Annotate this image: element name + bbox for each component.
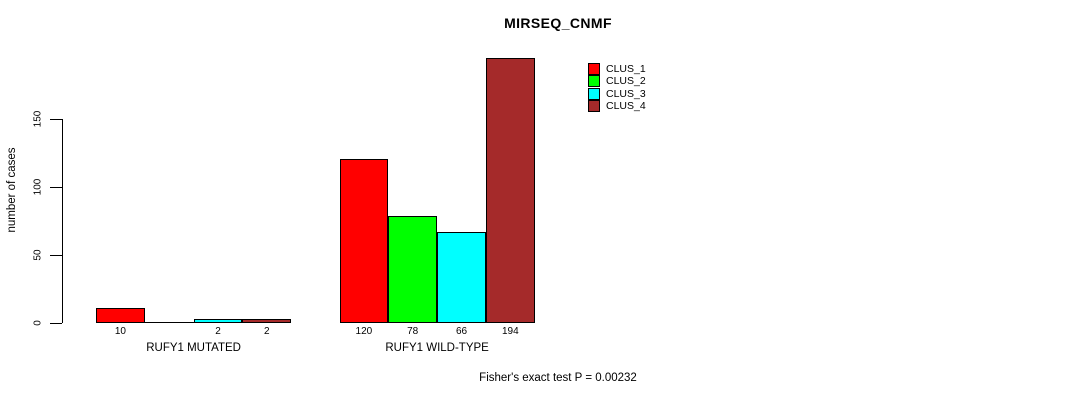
y-tick-mark xyxy=(50,118,62,120)
chart-title: MIRSEQ_CNMF xyxy=(504,15,612,31)
legend-row-clus_2: CLUS_2 xyxy=(588,75,646,88)
legend-swatch-icon xyxy=(588,75,600,88)
bar-value-label: 78 xyxy=(407,325,419,337)
legend-row-clus_3: CLUS_3 xyxy=(588,87,646,100)
bar-clus-1-rufy1-wild-type xyxy=(339,158,389,323)
legend-label: CLUS_4 xyxy=(606,100,646,113)
legend-label: CLUS_3 xyxy=(606,87,646,100)
legend-swatch-icon xyxy=(588,87,600,100)
bar-clus-1-rufy1-mutated xyxy=(96,307,145,323)
bar-value-label: 10 xyxy=(114,325,126,337)
y-axis-line xyxy=(62,118,63,323)
bar-clus-4-rufy1-mutated xyxy=(242,318,292,323)
y-tick-mark xyxy=(50,322,62,324)
bar-clus-4-rufy1-wild-type xyxy=(485,57,535,323)
bar-clus-2-rufy1-mutated xyxy=(144,321,194,323)
bar-clus-3-rufy1-wild-type xyxy=(437,231,486,323)
bar-value-label: 66 xyxy=(455,325,468,337)
y-tick-label: 50 xyxy=(32,248,44,261)
bar-value-label: 2 xyxy=(215,325,221,337)
y-tick-mark xyxy=(50,254,62,256)
legend-label: CLUS_2 xyxy=(606,75,646,88)
legend-swatch-icon xyxy=(588,63,600,76)
bar-clus-2-rufy1-wild-type xyxy=(388,215,438,323)
group-label-rufy1-wild-type: RUFY1 WILD-TYPE xyxy=(385,342,489,354)
legend-row-clus_1: CLUS_1 xyxy=(588,63,646,76)
y-tick-label: 100 xyxy=(32,178,44,195)
bar-value-label: 120 xyxy=(355,325,373,337)
bar-value-label: 194 xyxy=(501,325,519,337)
legend-row-clus_4: CLUS_4 xyxy=(588,100,646,113)
group-label-rufy1-mutated: RUFY1 MUTATED xyxy=(146,342,241,354)
legend: CLUS_1 CLUS_2 CLUS_3 CLUS_4 xyxy=(588,63,646,113)
y-tick-label: 0 xyxy=(32,319,44,326)
legend-label: CLUS_1 xyxy=(606,63,646,76)
y-tick-mark xyxy=(50,186,62,188)
y-axis-label: number of cases xyxy=(6,147,18,233)
bar-clus-3-rufy1-mutated xyxy=(193,318,243,323)
fisher-test-caption: Fisher's exact test P = 0.00232 xyxy=(479,372,637,384)
legend-swatch-icon xyxy=(588,100,600,113)
bar-value-label: 2 xyxy=(264,325,270,337)
y-tick-label: 150 xyxy=(32,110,44,127)
